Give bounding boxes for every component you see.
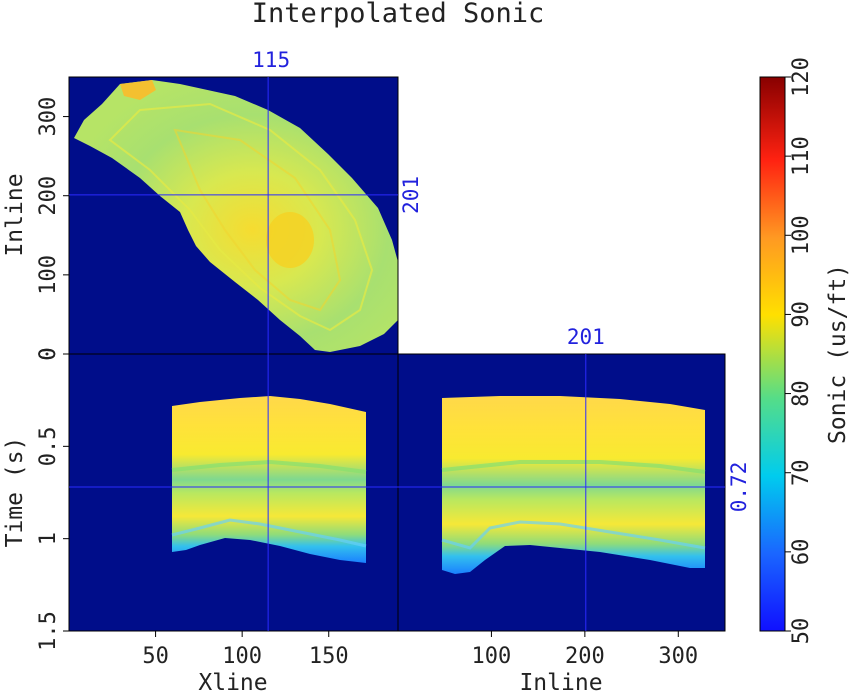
xline-section-horizon xyxy=(441,460,706,474)
inline-slice-label-vertical: 201 xyxy=(399,176,423,214)
colorbar-tick-label: 70 xyxy=(789,459,814,486)
xline-section-body xyxy=(442,396,705,574)
colorbar-tick-label: 110 xyxy=(789,136,814,176)
xline-section-horizon xyxy=(441,520,706,550)
colorbar-label: Sonic (us/ft) xyxy=(825,264,851,444)
depth-slice-body xyxy=(74,80,398,352)
inline-section-horizon xyxy=(171,518,367,548)
xline-tick-label: 100 xyxy=(222,644,262,669)
inline-slice-label-top: 201 xyxy=(567,325,605,349)
xline-section-frame xyxy=(397,353,726,632)
inline-x-tick-label: 300 xyxy=(658,644,698,669)
colorbar xyxy=(759,76,786,632)
time-tick-label: 0.5 xyxy=(36,426,61,466)
time-tick-label: 1 xyxy=(36,532,61,545)
inline-tick-label: 300 xyxy=(36,97,61,137)
depth-slice-high xyxy=(266,212,314,268)
colorbar-tick-label: 120 xyxy=(789,57,814,97)
inline-axis-title: Inline xyxy=(2,173,28,256)
depth-slice-contour xyxy=(108,102,374,332)
depth-slice-edge-warm xyxy=(120,80,156,100)
time-slice-label: 0.72 xyxy=(727,462,751,513)
colorbar-tick-label: 100 xyxy=(789,215,814,255)
inline-x-tick-label: 200 xyxy=(565,644,605,669)
inline-tick-label: 200 xyxy=(36,176,61,216)
xline-tick-label: 150 xyxy=(309,644,349,669)
time-axis-title: Time (s) xyxy=(2,437,28,548)
colorbar-tick-label: 80 xyxy=(789,380,814,407)
colorbar-ticks: 50 60 70 80 90 100 110 120 xyxy=(785,57,814,644)
inline-x-tick-label: 100 xyxy=(472,644,512,669)
inline-tick-label: 0 xyxy=(36,347,61,360)
xline-tick-label: 50 xyxy=(142,644,169,669)
inline-bottom-axis-title: Inline xyxy=(519,670,602,695)
inline-tick-label: 100 xyxy=(36,255,61,295)
depth-slice-contour xyxy=(173,128,342,312)
inline-section-horizon xyxy=(171,459,367,474)
colorbar-tick-label: 90 xyxy=(789,301,814,328)
colorbar-tick-label: 50 xyxy=(789,618,814,645)
xline-slice-label: 115 xyxy=(252,48,290,72)
chart-title: Interpolated Sonic xyxy=(252,0,545,29)
time-tick-label: 1.5 xyxy=(36,611,61,651)
colorbar-tick-label: 60 xyxy=(789,539,814,566)
time-tick-label: 0 xyxy=(36,347,61,360)
xline-axis-title: Xline xyxy=(198,670,267,695)
